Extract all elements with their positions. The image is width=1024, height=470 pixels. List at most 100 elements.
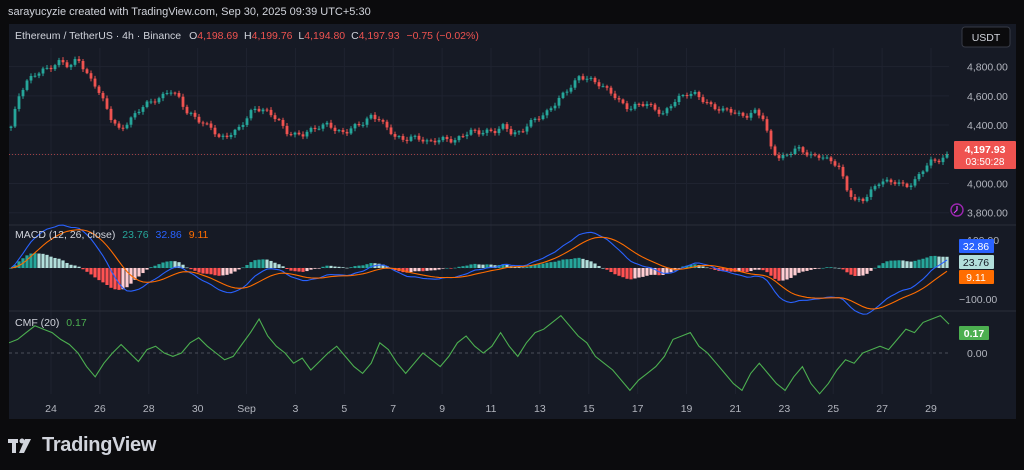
currency-button[interactable]: USDT: [961, 26, 1011, 48]
candle-body: [469, 129, 473, 135]
macd-hist-bar: [817, 268, 821, 269]
macd-hist-bar: [665, 268, 669, 274]
candle-body: [629, 108, 633, 110]
macd-legend: MACD (12, 26, close) 23.76 32.86 9.11: [15, 229, 209, 241]
credit-text: sarayucyzie created with TradingView.com…: [8, 6, 371, 18]
candle-body: [497, 128, 501, 134]
macd-hist-bar: [881, 263, 885, 268]
macd-hist-bar: [601, 267, 605, 269]
candle-body: [557, 97, 561, 106]
candle-body: [521, 131, 525, 133]
candle-body: [633, 103, 637, 109]
candle-body: [529, 120, 533, 127]
candle-body: [429, 140, 433, 142]
macd-hist-bar: [741, 268, 745, 272]
macd-hist-bar: [209, 268, 213, 275]
macd-hist-bar: [61, 260, 65, 268]
svg-text:32.86: 32.86: [963, 241, 989, 253]
macd-hist-bar: [45, 254, 49, 268]
candle-body: [97, 86, 101, 93]
candle-body: [861, 198, 865, 202]
candle-body: [481, 132, 485, 135]
candle-body: [213, 127, 217, 135]
time-axis-label: 3: [293, 403, 299, 415]
macd-hist-bar: [105, 268, 109, 285]
candle-body: [113, 119, 117, 124]
high-label: H: [244, 30, 252, 42]
macd-hist-bar: [809, 268, 813, 270]
candle-body: [241, 124, 245, 127]
macd-hist-bar: [425, 268, 429, 271]
chart-svg[interactable]: Ethereum / TetherUS · 4h · Binance O4,19…: [8, 24, 1016, 419]
time-axis-label: 15: [583, 403, 595, 415]
macd-hist-bar: [737, 268, 741, 272]
candle-body: [821, 157, 825, 159]
macd-hist-bar: [185, 267, 189, 269]
candle-body: [73, 59, 77, 65]
candle-body: [229, 134, 233, 138]
candle-body: [725, 108, 729, 110]
macd-hist-bar: [773, 268, 777, 279]
macd-hist-bar: [897, 260, 901, 268]
candle-body: [717, 109, 721, 111]
tradingview-logo[interactable]: TradingView: [8, 434, 156, 457]
time-axis-label: 7: [390, 403, 396, 415]
macd-hist-bar: [713, 268, 717, 270]
candle-body: [165, 93, 169, 95]
candle-body: [285, 125, 289, 135]
macd-hist-bar: [645, 268, 649, 276]
candle-body: [17, 96, 21, 109]
macd-hist-bar: [481, 264, 485, 268]
chart-area[interactable]: Ethereum / TetherUS · 4h · Binance O4,19…: [8, 24, 1016, 419]
candle-body: [569, 87, 573, 92]
candle-body: [305, 131, 309, 137]
macd-hist-bar: [533, 264, 537, 268]
candle-body: [573, 80, 577, 88]
logo-text: TradingView: [42, 434, 157, 456]
candle-body: [433, 140, 437, 143]
candle-body: [813, 154, 817, 156]
candle-body: [937, 160, 941, 163]
macd-hist-bar: [301, 268, 305, 272]
macd-hist-bar: [345, 267, 349, 269]
candle-body: [773, 146, 777, 156]
macd-hist-bar: [553, 261, 557, 268]
macd-hist-bar: [461, 266, 465, 268]
macd-hist-bar: [889, 260, 893, 268]
price-axis-label: 4,400.00: [967, 120, 1008, 132]
tradingview-logo-icon: [8, 438, 31, 453]
candle-body: [505, 124, 509, 129]
macd-axis-bottom: −100.00: [959, 294, 997, 306]
candle-body: [121, 127, 125, 129]
macd-hist-bar: [273, 262, 277, 268]
candle-body: [373, 114, 377, 120]
macd-line: [10, 224, 948, 315]
macd-hist-bar: [181, 264, 185, 268]
macd-hist-bar: [757, 268, 761, 270]
macd-hist-bar: [813, 268, 817, 270]
candle-body: [89, 73, 93, 79]
candle-body: [25, 80, 29, 90]
candle-body: [425, 140, 429, 142]
time-axis-label: 27: [876, 403, 888, 415]
macd-hist-bar: [85, 268, 89, 272]
macd-hist-bar: [621, 268, 625, 278]
macd-hist-bar: [609, 268, 613, 272]
candle-body: [805, 152, 809, 156]
candle-body: [901, 182, 905, 184]
macd-hist-bar: [97, 268, 101, 281]
currency-label[interactable]: USDT: [972, 32, 1001, 44]
macd-hist-bar: [493, 265, 497, 268]
candle-body: [365, 118, 369, 125]
macd-hist-bar: [905, 261, 909, 268]
candle-body: [737, 112, 741, 114]
time-axis-label: 23: [778, 403, 790, 415]
macd-hist-bar: [761, 268, 765, 271]
macd-hist-bar: [485, 264, 489, 268]
macd-hist-bar: [945, 256, 949, 268]
macd-hist-bar: [625, 268, 629, 279]
macd-hist-bar: [641, 268, 645, 277]
candle-body: [361, 124, 365, 126]
candle-body: [581, 76, 585, 80]
alert-clock-icon[interactable]: [950, 203, 964, 217]
